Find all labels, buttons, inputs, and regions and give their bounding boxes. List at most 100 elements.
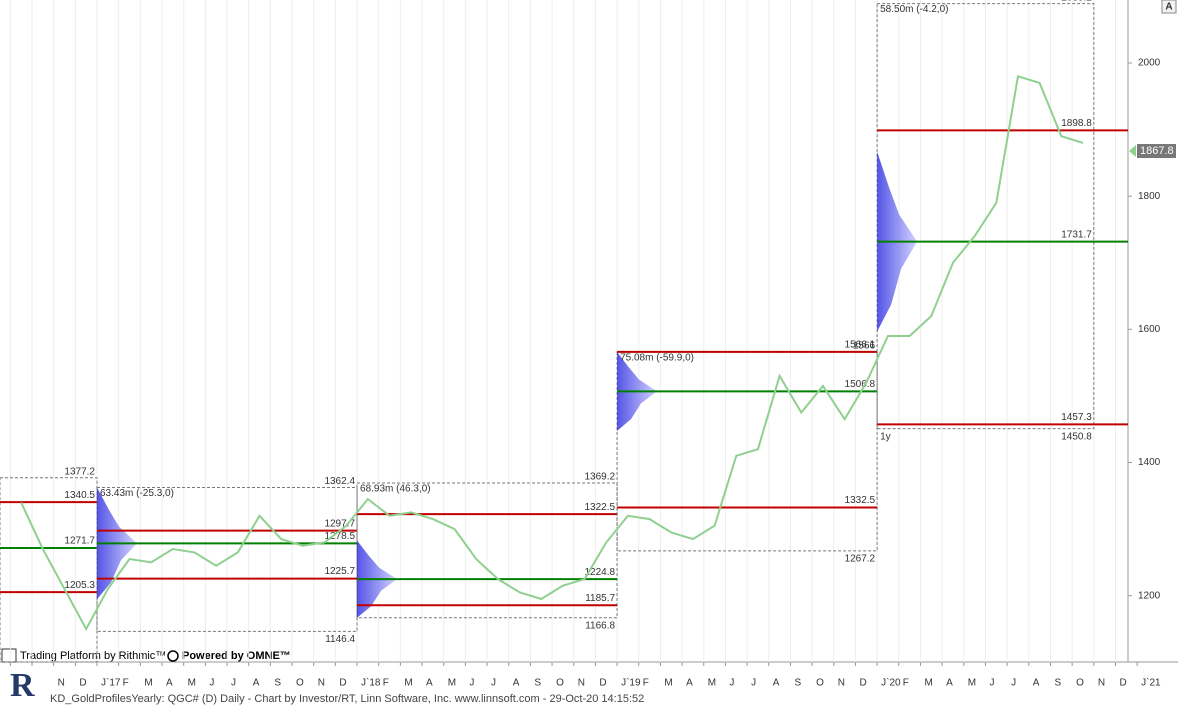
y-tick-label: 1200 [1138,590,1161,601]
x-tick-label: M [664,678,672,689]
x-tick-label: M [968,678,976,689]
x-tick-label: S [1054,678,1061,689]
x-tick-label: J [1011,678,1016,689]
x-tick-label: J`17 [101,677,121,689]
profile-top-label: 1377.2 [64,466,95,477]
x-tick-label: M [708,678,716,689]
x-tick-label: F [643,678,649,689]
footer: KD_GoldProfilesYearly: QGC# (D) Daily - … [50,693,644,705]
x-tick-label: J [209,678,214,689]
x-tick-label: O [556,678,564,689]
x-tick-label: D [79,678,86,689]
x-tick-label: M [924,678,932,689]
x-tick-label: A [513,678,520,689]
profile-top-label: 2089.2 [1061,0,1092,3]
level-label: 1225.7 [324,566,355,577]
level-label: 1224.8 [584,567,615,578]
profile-top-label: 1362.4 [324,476,355,487]
profile-summary: 75.08m (-59.9,0) [620,353,694,364]
logo: R [10,667,35,704]
x-tick-label: J [491,678,496,689]
x-tick-label: M [144,678,152,689]
branding-rithmic: Trading Platform by Rithmic™ [20,650,166,662]
x-tick-label: M [188,678,196,689]
last-price-box [1137,144,1176,159]
profile-top-label: 1566 [853,341,876,352]
x-tick-label: J [231,678,236,689]
x-tick-label: D [859,678,866,689]
x-tick-label: A [946,678,953,689]
profile-bottom-label: 1146.4 [325,634,355,645]
x-tick-label: J [469,678,474,689]
x-tick-label: A [166,678,173,689]
x-tick-label: A [773,678,780,689]
level-label: 1332.5 [845,495,876,506]
x-tick-label: O [816,678,824,689]
level-label: 1731.7 [1061,229,1092,240]
x-tick-label: A [253,678,260,689]
profile-summary: 63.43m (-25.3,0) [100,488,174,499]
profile-bottom-label: 1450.8 [1061,431,1092,442]
x-tick-label: D [1119,678,1126,689]
x-tick-label: D [599,678,606,689]
level-label: 1271.7 [64,536,95,547]
x-tick-label: M [448,678,456,689]
x-tick-label: M [404,678,412,689]
level-label: 1297.7 [324,518,355,529]
x-tick-label: N [838,678,845,689]
profile-summary: 58.50m (-4.2,0) [880,4,948,15]
x-tick-label: A [686,678,693,689]
y-tick-label: 1400 [1138,457,1161,468]
price-line [20,75,1084,632]
last-price-label: 1867.8 [1140,145,1174,157]
profile-top-label: 1369.2 [584,472,615,483]
x-tick-label: F [123,678,129,689]
x-tick-label: N [318,678,325,689]
x-tick-label: S [794,678,801,689]
x-tick-label: A [426,678,433,689]
x-tick-label: S [274,678,281,689]
level-label: 1506.8 [845,379,876,390]
x-tick-label: F [903,678,909,689]
profile-summary: 68.93m (46.3,0) [360,484,431,495]
level-label: 1185.7 [585,593,615,604]
x-tick-label: N [578,678,585,689]
profile-tag: 1y [880,431,891,442]
x-tick-label: F [383,678,389,689]
x-tick-label: S [534,678,541,689]
x-tick-label: J`18 [361,677,381,689]
profile-bottom-label: 1166.8 [585,620,615,631]
level-label: 1566.1 [845,340,876,351]
scale-button[interactable] [1161,0,1177,14]
x-tick-label: J`21 [1141,677,1161,689]
x-tick-label: D [339,678,346,689]
x-tick-label: J [751,678,756,689]
last-price-arrow [1129,145,1136,158]
x-tick-label: J [729,678,734,689]
branding-omne: Powered by OMNE™ [182,650,291,662]
y-tick-label: 1800 [1138,191,1161,202]
level-label: 1340.5 [64,490,95,501]
level-label: 1898.8 [1061,118,1092,129]
level-label: 1322.5 [584,502,615,513]
omne-logo [167,650,179,662]
x-tick-label: O [1076,678,1084,689]
y-tick-label: 1600 [1138,324,1161,335]
level-label: 1205.3 [64,580,95,591]
x-tick-label: O [296,678,304,689]
x-tick-label: J`19 [621,677,641,689]
branding-icon [1,648,17,663]
x-tick-label: N [1098,678,1105,689]
level-label: 1278.5 [324,531,355,542]
y-tick-label: 2000 [1138,58,1161,69]
x-tick-label: J [989,678,994,689]
scale-button-label[interactable]: A [1165,2,1172,13]
x-tick-label: J`20 [881,677,901,689]
x-tick-label: A [1033,678,1040,689]
profile-bottom-label: 1267.2 [845,554,876,565]
x-tick-label: N [58,678,65,689]
level-label: 1457.3 [1061,412,1092,423]
